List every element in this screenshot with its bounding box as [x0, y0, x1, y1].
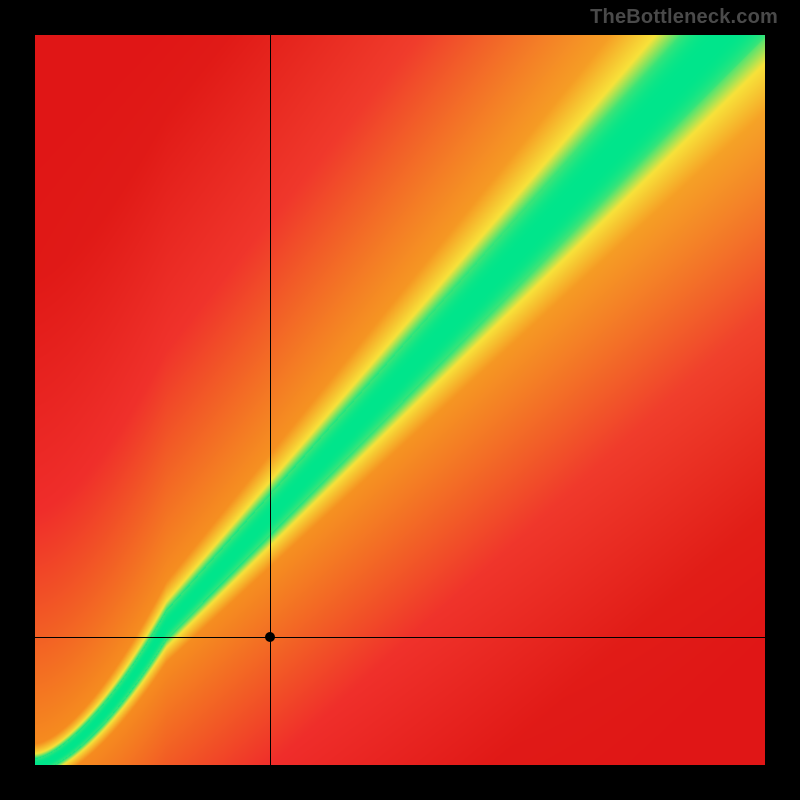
crosshair-vertical [270, 35, 271, 765]
plot-area [35, 35, 765, 765]
chart-container: TheBottleneck.com [0, 0, 800, 800]
heatmap-canvas [35, 35, 765, 765]
crosshair-horizontal [35, 637, 765, 638]
crosshair-marker [265, 632, 275, 642]
attribution-text: TheBottleneck.com [590, 6, 778, 29]
